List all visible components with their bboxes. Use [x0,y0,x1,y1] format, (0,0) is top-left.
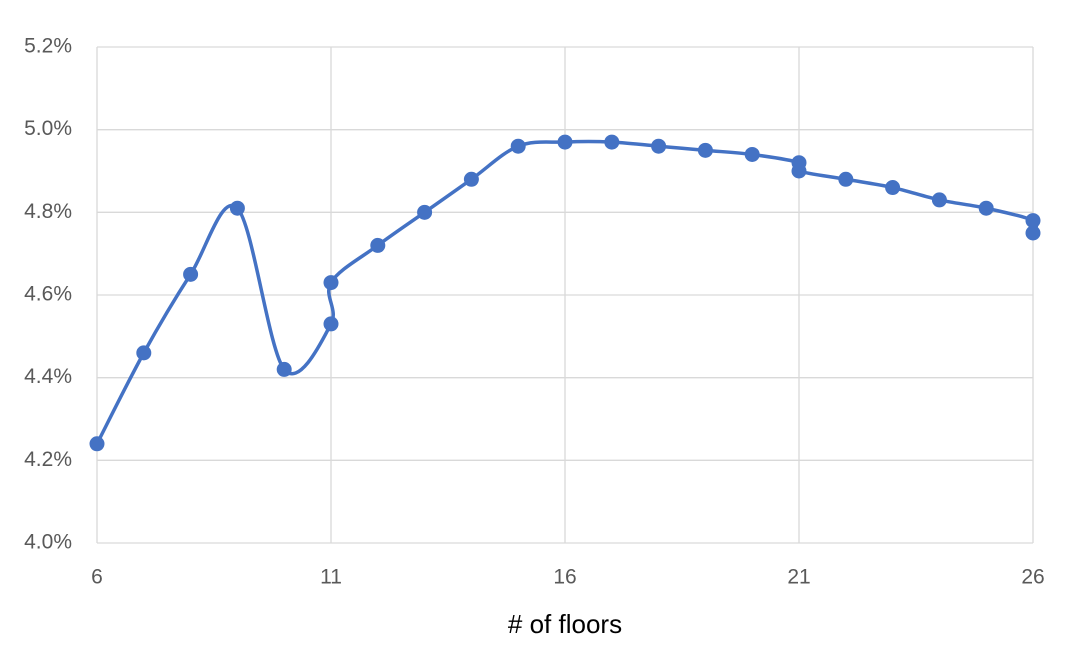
point [557,134,573,150]
x-axis-title: # of floors [508,609,622,639]
x-tick-label: 16 [553,566,576,589]
x-tick-label: 21 [787,566,810,589]
y-tick-label: 5.0% [24,117,72,140]
point [417,204,433,220]
y-tick-label: 4.0% [24,531,72,554]
x-tick-label: 11 [320,566,342,589]
y-tick-label: 4.6% [24,283,72,306]
y-tick-label: 4.8% [24,200,72,223]
point [885,180,901,196]
point [276,361,292,377]
point [838,171,854,187]
point [136,345,152,361]
y-tick-label: 5.2% [24,35,72,58]
point [89,436,105,452]
point [323,316,339,332]
y-tick-label: 4.2% [24,448,72,471]
point [510,138,526,154]
y-tick-label: 4.4% [24,365,72,388]
point [183,266,199,282]
point [651,138,667,154]
point [744,146,760,162]
x-tick-label: 26 [1021,566,1044,589]
point [323,275,339,291]
point [1025,213,1041,229]
point [1025,225,1041,241]
point [463,171,479,187]
point [978,200,994,216]
x-tick-label: 6 [91,566,103,589]
point [229,200,245,216]
point [791,163,807,179]
point [931,192,947,208]
point [697,142,713,158]
point [370,237,386,253]
point [604,134,620,150]
